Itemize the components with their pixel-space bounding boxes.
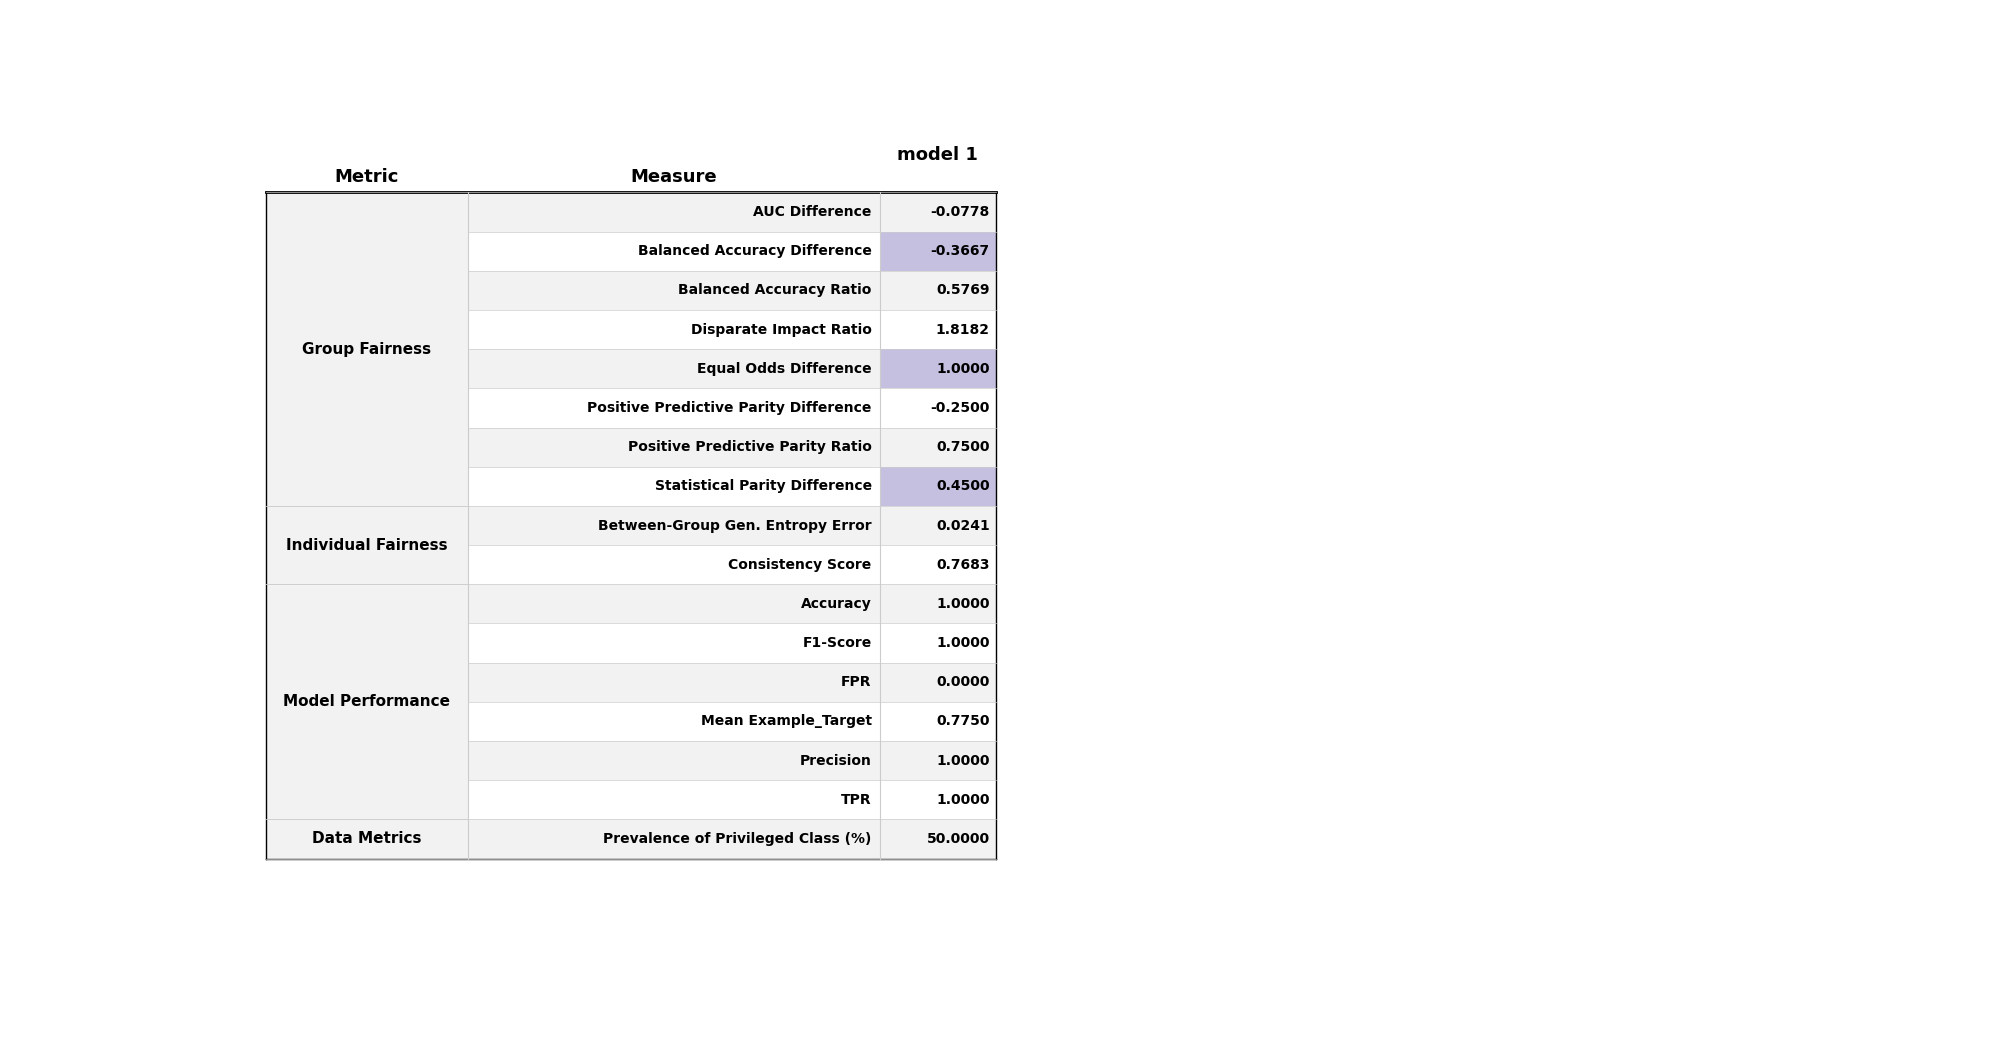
Text: Statistical Parity Difference: Statistical Parity Difference	[655, 479, 872, 493]
Bar	[267, 819, 467, 859]
Text: 0.4500: 0.4500	[936, 479, 990, 493]
Text: Group Fairness: Group Fairness	[303, 341, 431, 357]
Bar	[467, 623, 880, 662]
Bar	[467, 310, 880, 349]
Bar	[880, 623, 996, 662]
Bar	[880, 662, 996, 702]
Text: 1.0000: 1.0000	[936, 597, 990, 611]
Bar	[880, 506, 996, 545]
Text: 1.0000: 1.0000	[936, 361, 990, 376]
Bar	[880, 232, 996, 271]
Text: 0.0241: 0.0241	[936, 518, 990, 532]
Bar	[267, 506, 467, 584]
Text: Positive Predictive Parity Difference: Positive Predictive Parity Difference	[587, 401, 872, 414]
Bar	[880, 545, 996, 584]
Bar	[467, 232, 880, 271]
Text: Between-Group Gen. Entropy Error: Between-Group Gen. Entropy Error	[597, 518, 872, 532]
Bar	[467, 584, 880, 623]
Text: model 1: model 1	[898, 146, 978, 164]
Bar	[880, 193, 996, 232]
Text: Balanced Accuracy Ratio: Balanced Accuracy Ratio	[679, 283, 872, 298]
Bar	[467, 349, 880, 388]
Bar	[880, 310, 996, 349]
Text: Precision: Precision	[800, 754, 872, 767]
Text: 50.0000: 50.0000	[926, 832, 990, 846]
Text: Equal Odds Difference: Equal Odds Difference	[697, 361, 872, 376]
Bar	[467, 271, 880, 310]
Text: 1.0000: 1.0000	[936, 793, 990, 807]
Text: Accuracy: Accuracy	[802, 597, 872, 611]
Bar	[880, 388, 996, 427]
Bar	[880, 702, 996, 741]
Bar	[880, 780, 996, 819]
Bar	[467, 427, 880, 466]
Bar	[880, 427, 996, 466]
Text: 0.0000: 0.0000	[936, 675, 990, 689]
Bar	[880, 466, 996, 506]
Bar	[467, 506, 880, 545]
Text: Individual Fairness: Individual Fairness	[287, 537, 447, 552]
Text: Consistency Score: Consistency Score	[729, 558, 872, 571]
Text: Disparate Impact Ratio: Disparate Impact Ratio	[691, 322, 872, 337]
Bar	[880, 271, 996, 310]
Bar	[467, 702, 880, 741]
Bar	[267, 584, 467, 819]
Bar	[880, 584, 996, 623]
Text: TPR: TPR	[842, 793, 872, 807]
Bar	[880, 741, 996, 780]
Text: Prevalence of Privileged Class (%): Prevalence of Privileged Class (%)	[603, 832, 872, 846]
Bar	[880, 349, 996, 388]
Bar	[467, 466, 880, 506]
Bar	[467, 388, 880, 427]
Text: Measure: Measure	[631, 167, 717, 185]
Text: 0.7683: 0.7683	[936, 558, 990, 571]
Text: Metric: Metric	[335, 167, 399, 185]
Text: F1-Score: F1-Score	[802, 636, 872, 650]
Text: FPR: FPR	[842, 675, 872, 689]
Text: Positive Predictive Parity Ratio: Positive Predictive Parity Ratio	[627, 440, 872, 454]
Text: 0.7750: 0.7750	[936, 714, 990, 728]
Text: Balanced Accuracy Difference: Balanced Accuracy Difference	[637, 244, 872, 259]
Bar	[880, 819, 996, 859]
Text: -0.2500: -0.2500	[930, 401, 990, 414]
Bar	[467, 741, 880, 780]
Text: Mean Example_Target: Mean Example_Target	[701, 714, 872, 728]
Bar	[267, 193, 467, 506]
Bar	[467, 662, 880, 702]
Bar	[467, 780, 880, 819]
Text: 1.0000: 1.0000	[936, 636, 990, 650]
Bar	[467, 193, 880, 232]
Text: 0.5769: 0.5769	[936, 283, 990, 298]
Text: 0.7500: 0.7500	[936, 440, 990, 454]
Text: 1.8182: 1.8182	[936, 322, 990, 337]
Bar	[467, 545, 880, 584]
Text: AUC Difference: AUC Difference	[754, 205, 872, 219]
Text: -0.3667: -0.3667	[930, 244, 990, 259]
Text: -0.0778: -0.0778	[930, 205, 990, 219]
Text: Model Performance: Model Performance	[283, 694, 451, 709]
Text: Data Metrics: Data Metrics	[313, 831, 421, 847]
Bar	[467, 819, 880, 859]
Text: 1.0000: 1.0000	[936, 754, 990, 767]
